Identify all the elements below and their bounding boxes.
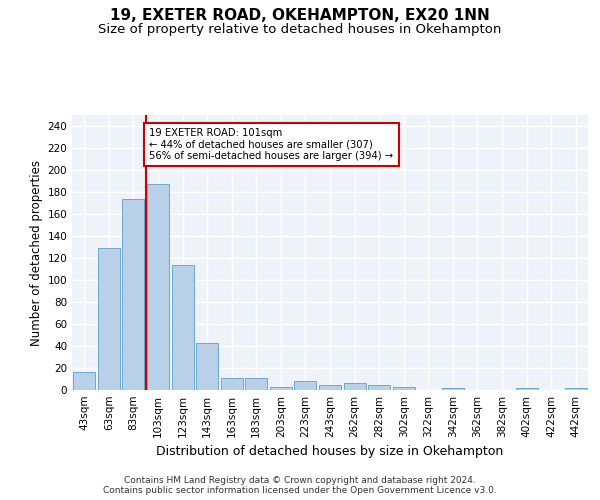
Bar (270, 386, 292, 390)
Bar (368, 384, 390, 390)
Bar (221, 378, 243, 390)
Bar (245, 378, 268, 390)
Bar (442, 388, 464, 390)
Text: 19 EXETER ROAD: 101sqm
← 44% of detached houses are smaller (307)
56% of semi-de: 19 EXETER ROAD: 101sqm ← 44% of detached… (149, 128, 394, 162)
Bar (172, 264, 194, 390)
Bar (295, 381, 316, 390)
Bar (122, 198, 145, 390)
Bar (515, 388, 538, 390)
Bar (147, 184, 169, 390)
Bar (196, 342, 218, 390)
Text: 19, EXETER ROAD, OKEHAMPTON, EX20 1NN: 19, EXETER ROAD, OKEHAMPTON, EX20 1NN (110, 8, 490, 22)
Bar (73, 372, 95, 390)
Bar (344, 384, 365, 390)
Bar (392, 386, 415, 390)
Bar (98, 248, 120, 390)
Bar (565, 388, 587, 390)
Text: Size of property relative to detached houses in Okehampton: Size of property relative to detached ho… (98, 22, 502, 36)
Y-axis label: Number of detached properties: Number of detached properties (30, 160, 43, 346)
Bar (319, 384, 341, 390)
Text: Contains HM Land Registry data © Crown copyright and database right 2024.
Contai: Contains HM Land Registry data © Crown c… (103, 476, 497, 495)
X-axis label: Distribution of detached houses by size in Okehampton: Distribution of detached houses by size … (157, 446, 503, 458)
